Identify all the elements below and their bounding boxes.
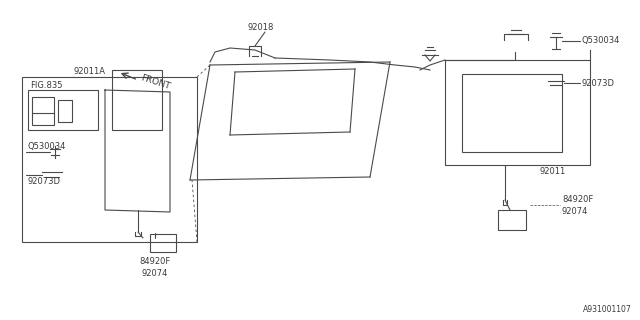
Bar [498,210,526,230]
Text: Q530034: Q530034 [582,36,620,45]
Text: FIG.835: FIG.835 [30,81,63,90]
Bar [32,97,54,125]
Bar [112,70,162,130]
Text: 92073D: 92073D [582,78,615,87]
Bar [22,77,197,242]
Bar [445,60,590,165]
Text: 92074: 92074 [142,269,168,278]
Text: Q530034: Q530034 [27,141,65,150]
Text: 92073D: 92073D [27,178,60,187]
Text: 84920F: 84920F [140,258,171,267]
Bar [150,234,176,252]
Bar [58,100,72,122]
Bar [28,90,98,130]
Bar [462,74,562,152]
Text: 92011: 92011 [540,167,566,177]
Text: A931001107: A931001107 [583,305,632,314]
Text: 84920F: 84920F [562,196,593,204]
Text: FRONT: FRONT [140,73,172,91]
Text: 92018: 92018 [248,23,275,33]
Text: 92074: 92074 [562,207,588,217]
Text: 92011A: 92011A [74,68,106,76]
